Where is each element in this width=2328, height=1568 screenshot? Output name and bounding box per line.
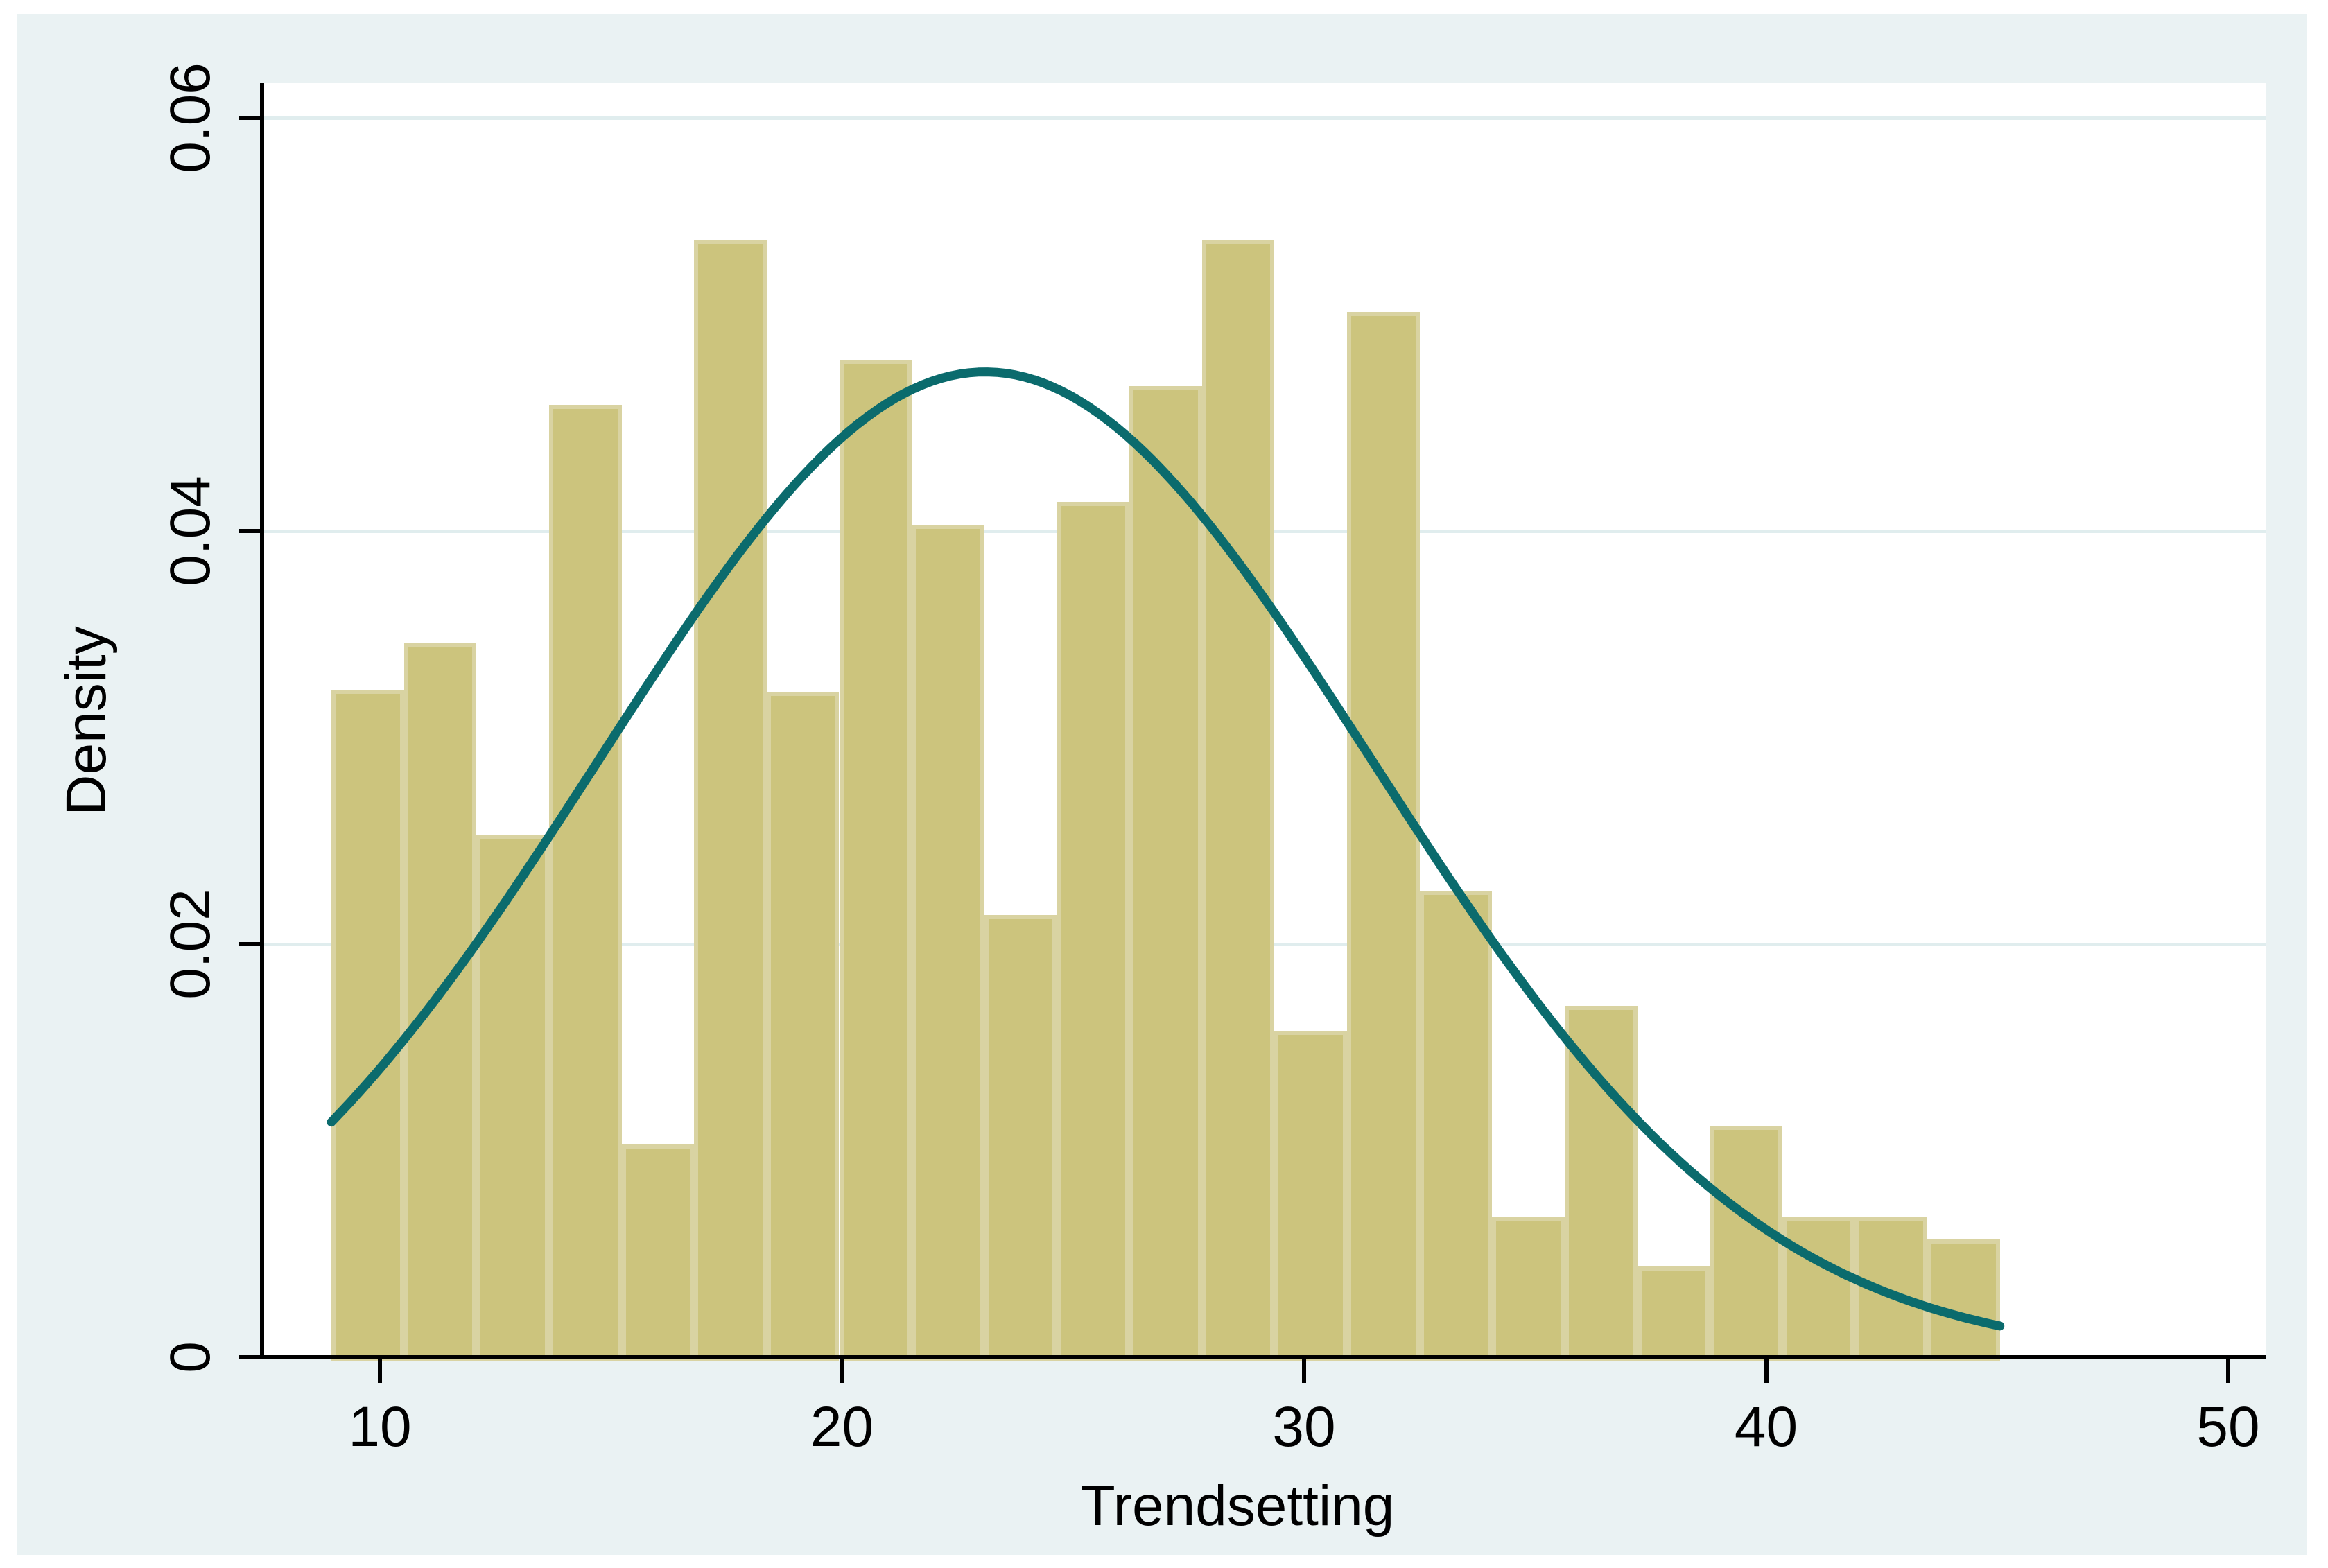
y-tick-0 [239, 1355, 262, 1359]
x-tick-label-10: 10 [348, 1395, 412, 1458]
figure-region: 0 0.02 0.04 0.06 10 20 30 40 50 Density Trendse… [17, 14, 2307, 1555]
histogram-bar [1710, 1126, 1782, 1361]
x-tick-label-20: 20 [810, 1395, 874, 1458]
x-axis-line [260, 1355, 2266, 1359]
y-tick-0.06 [239, 116, 262, 120]
histogram-bar [1201, 239, 1275, 1361]
y-tick-0.04 [239, 529, 262, 533]
histogram-bar [548, 405, 622, 1361]
histogram-bar [403, 642, 477, 1361]
histogram-bar [1854, 1217, 1928, 1361]
x-tick-10 [378, 1359, 382, 1383]
histogram-bar [1927, 1239, 2000, 1361]
histogram-bar [766, 692, 840, 1361]
histogram-bar [1637, 1266, 1710, 1361]
histogram-bar [1782, 1217, 1855, 1361]
x-tick-30 [1302, 1359, 1306, 1383]
histogram-bar [839, 359, 912, 1361]
y-axis-line [260, 83, 264, 1359]
histogram-bar [1564, 1006, 1638, 1361]
x-tick-label-30: 30 [1272, 1395, 1336, 1458]
histogram-bar [476, 835, 549, 1361]
x-tick-50 [2226, 1359, 2230, 1383]
y-tick-0.02 [239, 942, 262, 946]
histogram-bar [984, 915, 1057, 1361]
histogram-bar [1492, 1217, 1565, 1361]
histogram-bar [1346, 312, 1420, 1361]
histogram-bar [912, 525, 984, 1361]
histogram-bar [1129, 386, 1202, 1361]
y-tick-label-0.02: 0.02 [159, 889, 222, 1000]
histogram-bar [694, 239, 767, 1361]
x-tick-40 [1764, 1359, 1769, 1383]
x-tick-label-40: 40 [1734, 1395, 1798, 1458]
gridline-y-0.06 [264, 116, 2266, 120]
histogram-bar [1057, 502, 1130, 1361]
y-axis-title: Density [55, 626, 118, 816]
x-tick-20 [840, 1359, 844, 1383]
histogram-bar [1419, 890, 1493, 1361]
histogram-bar [621, 1144, 695, 1361]
plot-area [262, 83, 2266, 1361]
x-tick-label-50: 50 [2196, 1395, 2260, 1458]
histogram-bar [331, 690, 404, 1361]
y-tick-label-0.06: 0.06 [159, 62, 222, 173]
histogram-bar [1274, 1031, 1347, 1361]
y-tick-label-0.04: 0.04 [159, 476, 222, 586]
y-tick-label-0: 0 [159, 1341, 222, 1373]
x-axis-title: Trendsetting [1080, 1474, 1395, 1537]
